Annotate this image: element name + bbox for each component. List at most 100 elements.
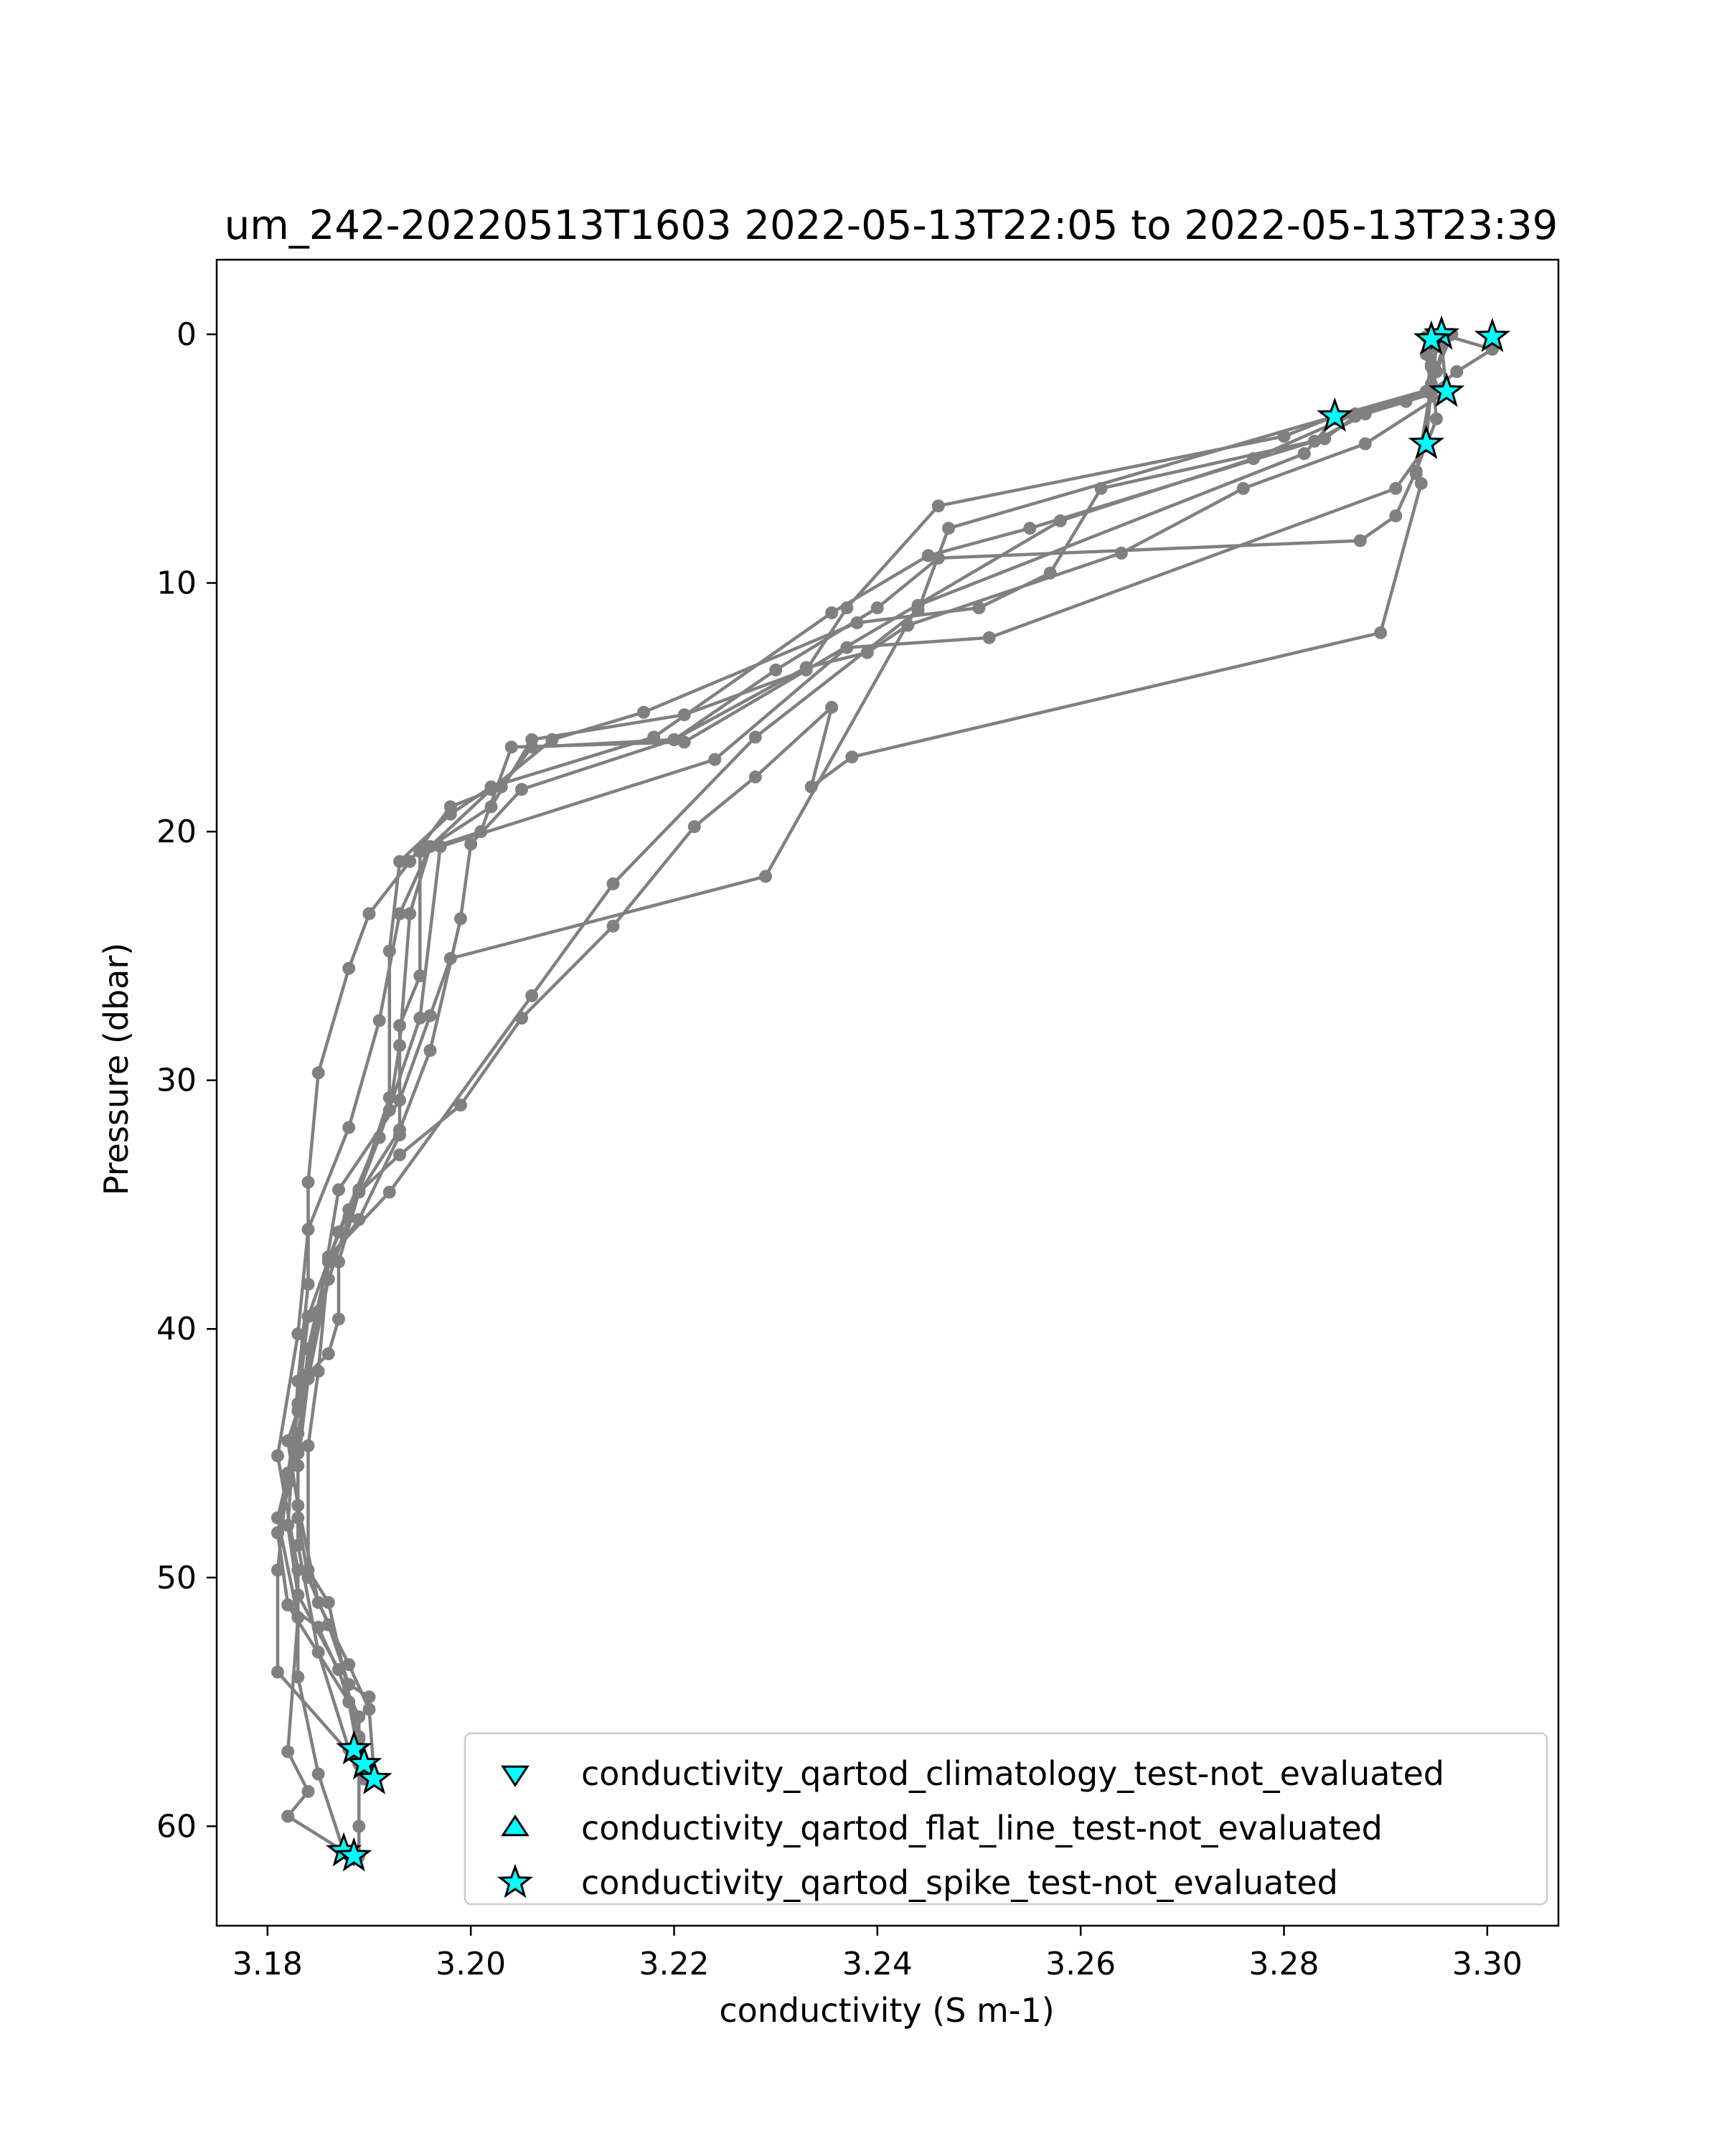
data-point [301,1784,315,1798]
data-point [291,1404,305,1418]
data-point [342,1121,356,1134]
axes: 3.18 3.20 3.22 3.24 3.26 3.28 3.30 0 10 20 30 40 50 6… [156,316,1523,1982]
y-tick-label: 50 [156,1560,197,1596]
data-point [494,780,508,794]
data-point [291,1375,305,1388]
data-point [301,1439,315,1453]
data-point [637,705,650,719]
legend-label: conductivity_qartod_flat_line_test-not_e… [581,1809,1383,1847]
data-point [1389,509,1403,522]
data-point [281,1745,295,1759]
data-point [321,1596,335,1609]
data-point [1424,360,1438,373]
data-point [1114,546,1128,560]
data-point [281,1519,295,1532]
data-point [393,907,406,921]
data-point [311,1767,325,1781]
data-point [443,800,457,814]
data-point [423,839,437,853]
data-point [352,1710,366,1723]
legend-label: conductivity_qartod_climatology_test-not… [581,1754,1444,1793]
data-point [525,740,539,754]
data-point [606,877,620,890]
data-point [342,1658,356,1672]
data-point [840,641,854,654]
data-point [301,1175,315,1189]
spike-flag-marker [336,1730,372,1765]
star-icon [497,1863,534,1898]
data-point [525,989,539,1002]
spike-flag-marker [1408,425,1445,459]
data-point [352,1820,366,1833]
data-point [332,1255,345,1268]
data-point [271,1449,284,1462]
data-point [393,1039,406,1053]
legend-frame [464,1732,1548,1906]
data-point [393,1093,406,1107]
data-point [799,661,813,674]
data-point [271,1665,284,1679]
spike-flag-marker [1413,320,1449,355]
data-point [1430,412,1443,425]
data-point [271,1563,284,1577]
data-point [1450,365,1464,378]
data-point [362,1703,376,1716]
y-tick-label: 30 [156,1063,197,1099]
data-point [321,1347,335,1360]
data-point [687,820,701,834]
data-point [911,603,925,617]
legend: conductivity_qartod_climatology_test-not… [464,1732,1548,1906]
data-point [443,951,457,965]
plot-frame [215,258,1560,1927]
y-tick-label: 0 [177,316,197,353]
data-point [332,1183,345,1197]
data-point [281,1598,295,1611]
data-point [403,907,417,921]
data-point [825,606,839,620]
data-point [342,1677,356,1691]
x-axis-label: conductivity (S m-1) [719,1991,1054,2030]
data-point [921,549,935,562]
data-point [271,1511,284,1525]
x-tick-label: 3.22 [639,1946,710,1982]
data-point [291,1611,305,1624]
data-point [667,733,681,746]
data-point [311,1066,325,1080]
data-point [403,855,417,868]
data-point [393,855,406,868]
data-point [393,1148,406,1162]
data-point [515,783,528,796]
triangle-down-icon [501,1765,530,1787]
data-point [606,919,620,933]
x-tick-label: 3.20 [436,1946,506,1982]
data-point [769,663,783,677]
data-point [748,770,762,783]
data-point [1053,514,1067,527]
spike-flag-marker [346,1745,382,1780]
data-point [281,1809,295,1823]
data-point [1414,476,1428,490]
profile-series-7 [271,330,1454,1863]
plot-area [271,315,1511,1872]
data-point [825,700,839,714]
chart-title: um_242-20220513T1603 2022-05-13T22:05 to… [225,202,1558,249]
data-point [931,499,945,513]
flagged-points [326,315,1511,1872]
data-point [759,870,772,883]
data-point [870,601,884,615]
data-point [362,907,376,921]
y-axis-label: Pressure (dbar) [97,943,136,1195]
data-point [311,1621,325,1634]
data-point [423,1009,437,1022]
data-point [708,753,722,766]
data-point [982,631,996,644]
data-point [454,912,467,926]
data-point [748,730,762,744]
data-point [1409,467,1423,480]
y-tick-label: 10 [156,565,197,602]
data-point [433,839,447,853]
data-point [1353,534,1367,547]
data-point [677,735,691,749]
data-point [372,1014,386,1027]
